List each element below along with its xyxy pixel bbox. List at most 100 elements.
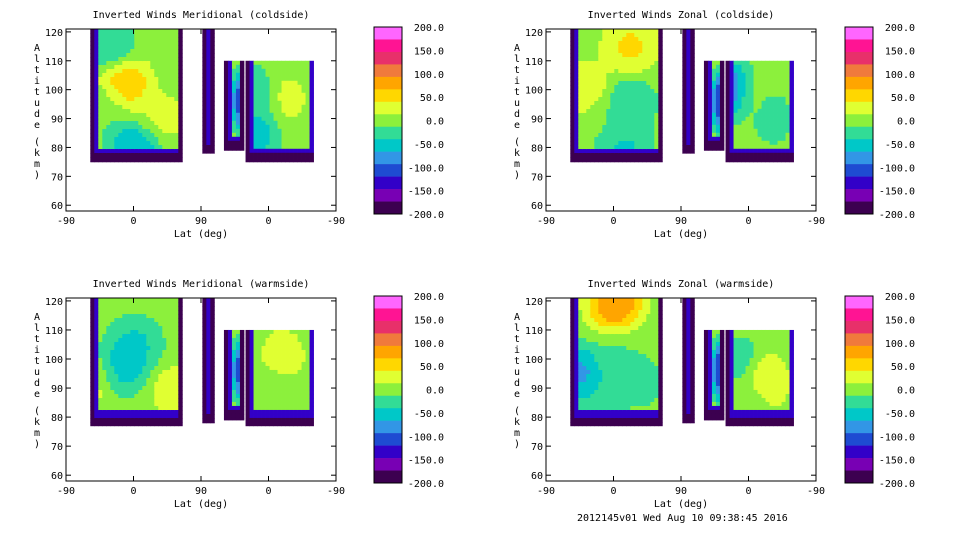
contour-cell [293,84,298,90]
contour-cell [622,350,627,355]
contour-cell [102,77,107,82]
contour-cell [293,148,298,154]
contour-cell [614,374,619,379]
contour-cell [715,148,721,151]
contour-cell [686,65,691,70]
contour-cell [253,345,258,351]
contour-cell [626,105,631,110]
contour-cell [618,73,623,78]
colorbar-label: 50.0 [420,362,444,373]
contour-cell [210,93,215,98]
contour-cell [210,89,215,94]
contour-cell [578,61,583,66]
contour-cell [118,61,123,66]
contour-cell [257,373,262,379]
contour-cell [106,402,111,407]
contour-cell [174,310,179,315]
contour-cell [777,96,782,102]
contour-cell [789,112,794,118]
contour-cell [166,310,171,315]
contour-cell [614,390,619,395]
contour-cell [293,381,298,387]
contour-cell [126,358,131,363]
contour-cell [658,57,663,62]
contour-cell [166,29,171,34]
contour-cell [293,80,298,86]
contour-cell [114,97,119,102]
contour-cell [725,88,730,94]
contour-cell [638,109,643,114]
contour-cell [269,136,274,142]
contour-cell [170,354,175,359]
contour-cell [110,370,115,375]
contour-cell [289,397,294,403]
contour-cell [154,37,159,42]
contour-cell [707,120,713,126]
contour-cell [257,405,262,411]
contour-cell [122,414,127,419]
contour-cell [586,390,591,395]
contour-cell [98,370,103,375]
contour-cell [606,398,611,403]
contour-cell [227,88,233,94]
contour-cell [622,366,627,371]
contour-cell [719,68,725,74]
contour-cell [158,137,163,142]
colorbar-swatch [374,296,402,309]
contour-cell [202,334,207,339]
contour-cell [626,302,631,307]
contour-cell [94,153,99,158]
contour-cell [594,422,599,427]
contour-cell [598,414,603,419]
contour-cell [261,108,266,114]
contour-cell [618,149,623,154]
contour-cell [98,322,103,327]
contour-cell [130,49,135,54]
contour-cell [106,314,111,319]
contour-cell [305,124,310,130]
contour-cell [118,97,123,102]
contour-cell [277,401,282,407]
contour-cell [765,132,770,138]
contour-cell [285,381,290,387]
contour-cell [682,37,687,42]
contour-cell [301,365,306,371]
contour-cell [570,366,575,371]
contour-cell [301,124,306,130]
contour-cell [614,89,619,94]
contour-cell [578,93,583,98]
colorbar: 200.0150.0100.050.00.0-50.0-100.0-150.0-… [844,23,915,221]
contour-cell [602,53,607,58]
contour-cell [227,341,233,347]
contour-cell [293,337,298,343]
contour-cell [138,117,143,122]
contour-cell [130,153,135,158]
contour-cell [273,345,278,351]
contour-cell [634,129,639,134]
contour-cell [261,156,266,162]
contour-cell [293,92,298,98]
contour-cell [261,361,266,367]
contour-cell [227,108,233,114]
contour-cell [277,361,282,367]
contour-cell [146,406,151,411]
contour-cell [711,104,717,110]
contour-cell [582,157,587,162]
contour-cell [170,137,175,142]
contour-cell [110,45,115,50]
contour-cell [574,314,579,319]
contour-cell [281,369,286,375]
contour-cell [227,373,233,379]
contour-cell [614,125,619,130]
contour-cell [90,153,95,158]
contour-cell [654,29,659,34]
data-region-D [725,60,794,163]
contour-cell [235,112,241,118]
contour-cell [293,417,298,423]
contour-cell [630,77,635,82]
contour-cell [630,302,635,307]
contour-cell [142,414,147,419]
contour-cell [142,73,147,78]
contour-cell [130,89,135,94]
contour-cell [231,357,237,363]
